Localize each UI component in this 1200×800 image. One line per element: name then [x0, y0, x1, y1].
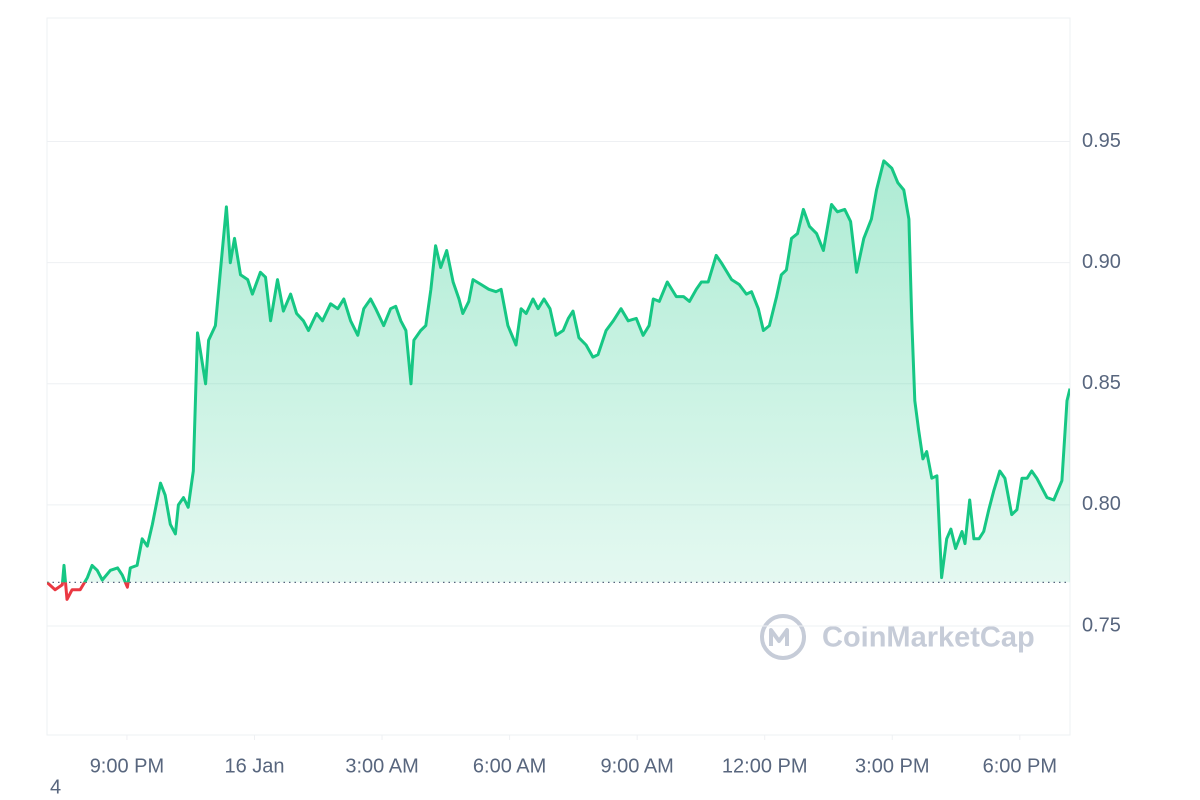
price-line-up	[47, 159, 1070, 583]
x-tick-label: 12:00 PM	[722, 755, 808, 777]
footnote: 4	[50, 776, 61, 798]
watermark: CoinMarketCap	[822, 622, 1035, 654]
plot-frame	[46, 17, 1071, 736]
x-tick-label: 6:00 PM	[983, 755, 1057, 777]
watermark-logo	[760, 614, 806, 660]
x-tick-label: 9:00 PM	[90, 755, 164, 777]
y-tick-label: 0.80	[1082, 493, 1121, 515]
x-tick-label: 3:00 PM	[855, 755, 929, 777]
y-tick-label: 0.75	[1082, 614, 1121, 636]
x-tick-label: 16 Jan	[224, 755, 284, 777]
y-tick-label: 0.95	[1082, 130, 1121, 152]
y-tick-label: 0.90	[1082, 251, 1121, 273]
price-area	[62, 160, 1070, 583]
y-tick-label: 0.85	[1082, 372, 1121, 394]
x-tick-label: 9:00 AM	[600, 755, 673, 777]
x-tick-label: 6:00 AM	[473, 755, 546, 777]
x-tick-label: 3:00 AM	[345, 755, 418, 777]
